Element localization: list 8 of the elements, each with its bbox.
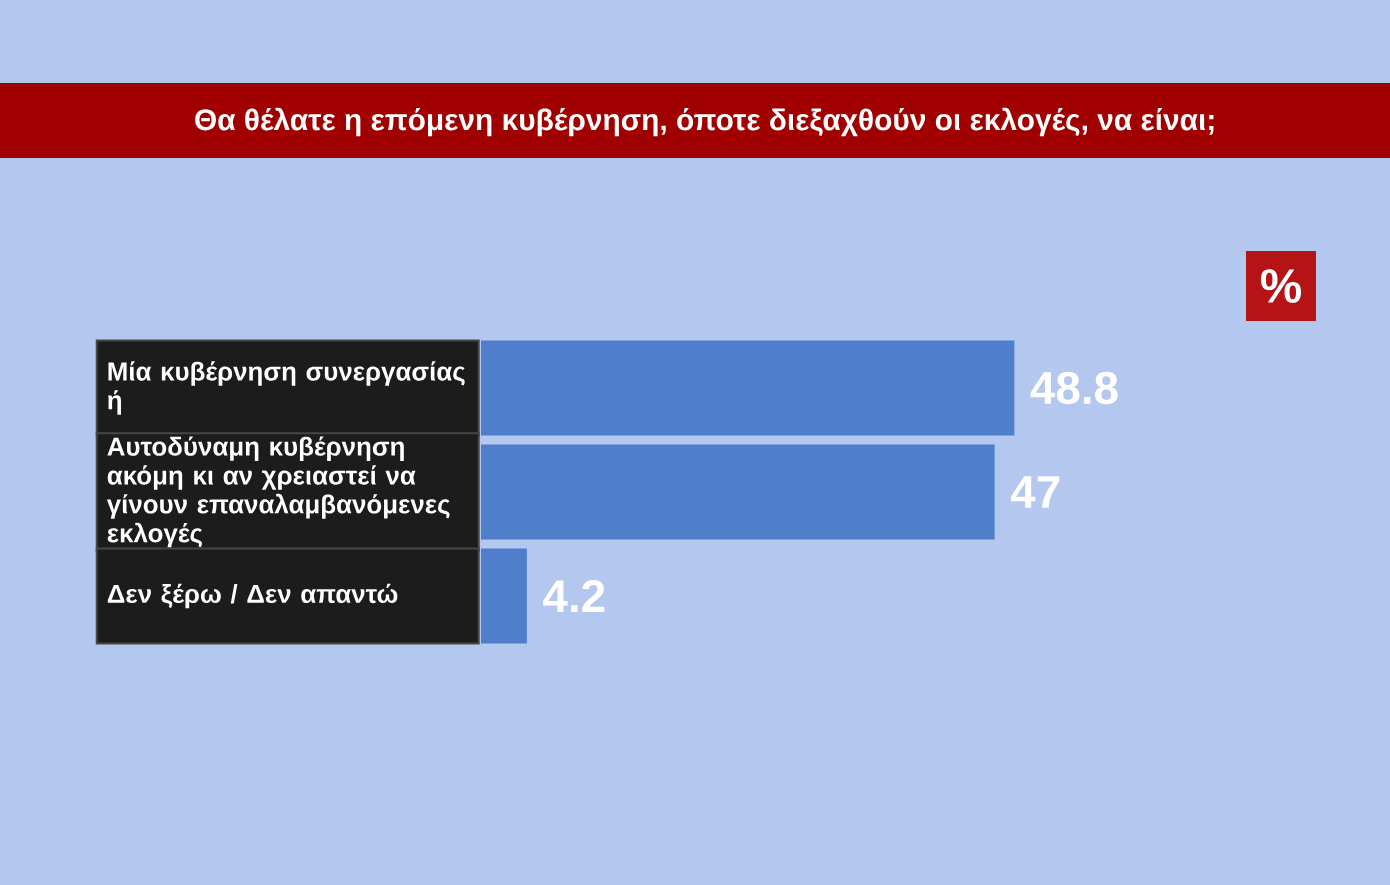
y-tick-label: Μία κυβέρνηση συνεργασίας ή [108,361,465,415]
data-label: 47 [1010,476,1060,508]
chart-title: Θα θέλατε η επόμενη κυβέρνηση, όποτε διεξαχθούν οι εκλογές, να είναι; [195,107,1214,137]
y-tick-label: Αυτοδύναμη κυβέρνηση ακόμη κι αν χρειαστεί να γίνουν επαναλαμβανόμενες εκλογές [106,436,450,548]
data-label: 48.8 [1030,371,1118,405]
data-label: 4.2 [543,580,605,613]
text: % [1260,269,1302,303]
y-tick-label: Δεν ξέρω / Δεν απαντώ [107,583,398,609]
